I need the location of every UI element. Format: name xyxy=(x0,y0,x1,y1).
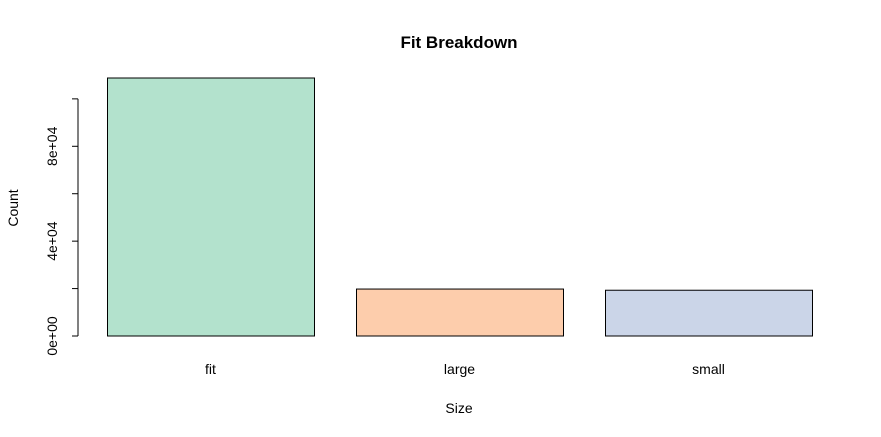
x-tick-label-fit: fit xyxy=(205,361,216,377)
chart-title: Fit Breakdown xyxy=(400,33,517,52)
bar-large xyxy=(356,288,564,337)
bar-small xyxy=(605,289,813,337)
y-axis-ticks: 0e+00 4e+04 8e+04 xyxy=(44,98,78,356)
x-axis-label: Size xyxy=(445,400,472,416)
x-tick-label-large: large xyxy=(444,361,475,377)
bars xyxy=(107,77,813,337)
y-tick-label: 8e+04 xyxy=(44,126,60,166)
y-axis-label: Count xyxy=(5,189,21,226)
y-tick-label: 0e+00 xyxy=(44,316,60,356)
category-labels: fit large small xyxy=(205,361,725,377)
bar-fit xyxy=(107,77,315,337)
y-tick-label: 4e+04 xyxy=(44,221,60,261)
x-tick-label-small: small xyxy=(692,361,725,377)
